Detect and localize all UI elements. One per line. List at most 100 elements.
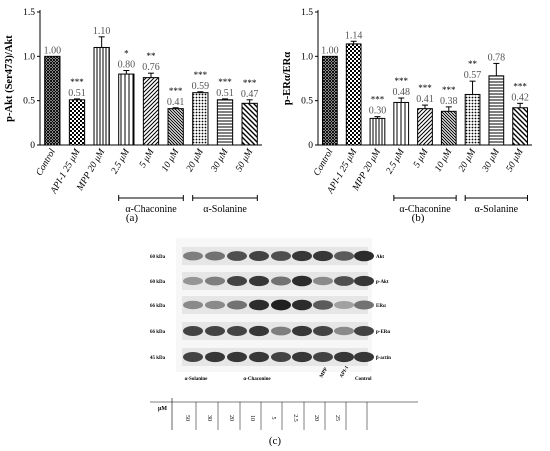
bar [216, 99, 234, 146]
x-tick-label: 50 μM [234, 147, 255, 174]
blot-band [292, 299, 312, 311]
blot-group-label: API-1 [339, 365, 350, 379]
y-tick-label: 0 [308, 141, 313, 151]
y-tick-label: 1.5 [301, 8, 313, 18]
y-tick-label: 0 [30, 141, 35, 151]
significance-marker: *** [70, 77, 84, 87]
blot-mw-label: 45 kDa [150, 356, 166, 361]
blot-band [334, 326, 354, 336]
blot-mw-label: 60 kDa [150, 280, 166, 285]
significance-marker: ** [468, 59, 478, 69]
lane-value: 20 [228, 415, 234, 421]
significance-marker: *** [169, 86, 183, 96]
blot-band [354, 250, 374, 262]
blot-band [334, 251, 354, 261]
blot-group-label: α-Solanine [185, 377, 209, 382]
panel-label: (a) [126, 212, 139, 224]
bar [192, 92, 209, 146]
bar [167, 108, 184, 146]
blot-band [313, 300, 333, 310]
blot-band [249, 325, 269, 337]
lane-unit-label: μM [158, 406, 167, 412]
y-tick-label: 0.5 [23, 97, 35, 107]
x-tick-label: 20 μM [457, 147, 478, 174]
significance-marker: ** [147, 51, 157, 61]
y-axis-label: p-ERα/ERα [282, 52, 293, 105]
x-tick-label: Control [35, 147, 58, 178]
significance-marker: *** [442, 85, 456, 95]
x-tick-label: 30 μM [480, 147, 502, 175]
blot-band [313, 352, 333, 362]
blot-protein-label: p-Akt [376, 280, 389, 285]
blot-band [227, 276, 247, 286]
blot-band [271, 276, 291, 286]
y-tick-label: 0.5 [301, 97, 313, 107]
bar [44, 55, 61, 146]
significance-marker: *** [394, 76, 408, 86]
panel-label-c: (c) [269, 435, 282, 447]
y-tick-label: 1.5 [23, 8, 35, 18]
significance-marker: *** [243, 78, 257, 88]
blot-bands [182, 247, 374, 366]
data-label: 0.42 [511, 92, 529, 103]
bar [345, 43, 362, 146]
significance-marker: *** [371, 95, 385, 105]
data-label: 0.51 [216, 88, 234, 99]
blot-band [292, 325, 312, 337]
data-label: 1.10 [93, 26, 111, 37]
blot-band [183, 276, 203, 286]
blot-band [271, 352, 291, 362]
blot-band [334, 351, 354, 363]
data-label: 0.41 [167, 97, 185, 108]
blot-band [227, 251, 247, 261]
x-tick-label: 20 μM [185, 147, 206, 174]
blot-band [205, 251, 225, 261]
x-tick-label: 30 μM [209, 147, 231, 175]
data-label: 0.59 [192, 81, 210, 92]
blot-band [271, 251, 291, 261]
data-label: 1.00 [321, 45, 339, 56]
blot-band [227, 351, 247, 363]
blot-band [292, 275, 312, 287]
group-label: α-Chaconine [125, 204, 177, 215]
data-label: 1.14 [345, 30, 363, 41]
lane-value: 5 [270, 417, 276, 420]
blot-group-label: MPP [319, 367, 329, 379]
significance-marker: *** [194, 70, 208, 80]
blot-band [227, 300, 247, 310]
bar [93, 46, 110, 146]
lane-value: 2.5 [292, 414, 298, 422]
x-tick-label: 10 μM [160, 147, 181, 174]
blot-band [313, 276, 333, 286]
data-label: 0.48 [392, 87, 410, 98]
bar [369, 117, 386, 146]
blot-mw-label: 66 kDa [150, 304, 166, 309]
x-tick-label: 2.5 μM [385, 147, 408, 176]
data-label: 0.38 [440, 96, 458, 107]
blot-band [183, 300, 203, 310]
group-label: α-Solanine [203, 204, 247, 215]
significance-marker: *** [218, 77, 232, 87]
y-tick-label: 1.0 [301, 52, 313, 62]
western-blot-panel: 60 kDa Akt 60 kDa p-Akt 66 kDa ERα 66 kDa p-ERα… [150, 238, 418, 447]
blot-mw-label: 66 kDa [150, 330, 166, 335]
blot-band [271, 326, 291, 336]
blot-row-labels: 60 kDa Akt 60 kDa p-Akt 66 kDa ERα 66 kDa p-ERα… [150, 255, 391, 361]
group-label: α-Chaconine [399, 204, 451, 215]
data-label: 0.51 [68, 88, 86, 99]
bar [393, 101, 410, 146]
blot-band [354, 351, 374, 363]
data-label: 1.00 [44, 45, 62, 56]
bar [322, 55, 338, 146]
data-label: 0.41 [416, 94, 434, 105]
y-axis-label: p-Akt (Ser473)/Akt [4, 35, 15, 122]
bar [68, 99, 86, 146]
blot-protein-label: ERα [376, 304, 386, 309]
bar [241, 102, 258, 146]
blot-band [271, 299, 291, 311]
blot-band [183, 251, 203, 261]
data-label: 0.57 [464, 70, 482, 81]
significance-marker: *** [418, 83, 432, 93]
blot-band [292, 351, 312, 363]
